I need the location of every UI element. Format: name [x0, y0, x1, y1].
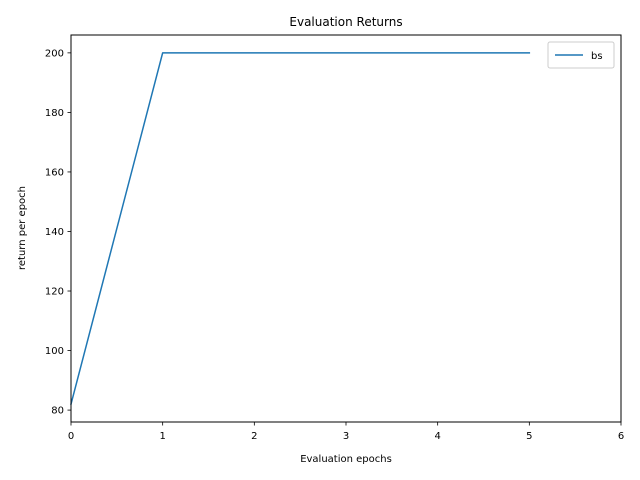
y-tick-label: 120: [45, 287, 64, 298]
x-tick-label: 2: [251, 431, 257, 442]
chart-title: Evaluation Returns: [289, 15, 402, 29]
x-tick-label: 5: [526, 431, 532, 442]
y-tick-label: 100: [45, 346, 64, 357]
y-tick-label: 200: [45, 48, 64, 59]
x-tick-label: 6: [618, 431, 624, 442]
legend: bs: [547, 41, 615, 69]
legend-label-bs: bs: [591, 51, 603, 62]
x-tick-label: 4: [434, 431, 440, 442]
y-tick-label: 180: [45, 108, 64, 119]
y-axis-label: return per epoch: [17, 186, 28, 270]
y-tick-label: 80: [51, 406, 64, 417]
series-layer: [70, 52, 531, 406]
x-axis-label: Evaluation epochs: [300, 454, 392, 465]
y-axis-ticks: 80 100 120 140 160 180 200: [45, 48, 71, 417]
plot-area: [71, 35, 621, 422]
x-tick-label: 1: [159, 431, 165, 442]
y-tick-label: 160: [45, 167, 64, 178]
x-tick-label: 3: [343, 431, 349, 442]
series-line-bs: [70, 52, 531, 406]
x-tick-label: 0: [68, 431, 74, 442]
y-tick-label: 140: [45, 227, 64, 238]
x-axis-ticks: 0 1 2 3 4 5 6: [68, 422, 624, 442]
